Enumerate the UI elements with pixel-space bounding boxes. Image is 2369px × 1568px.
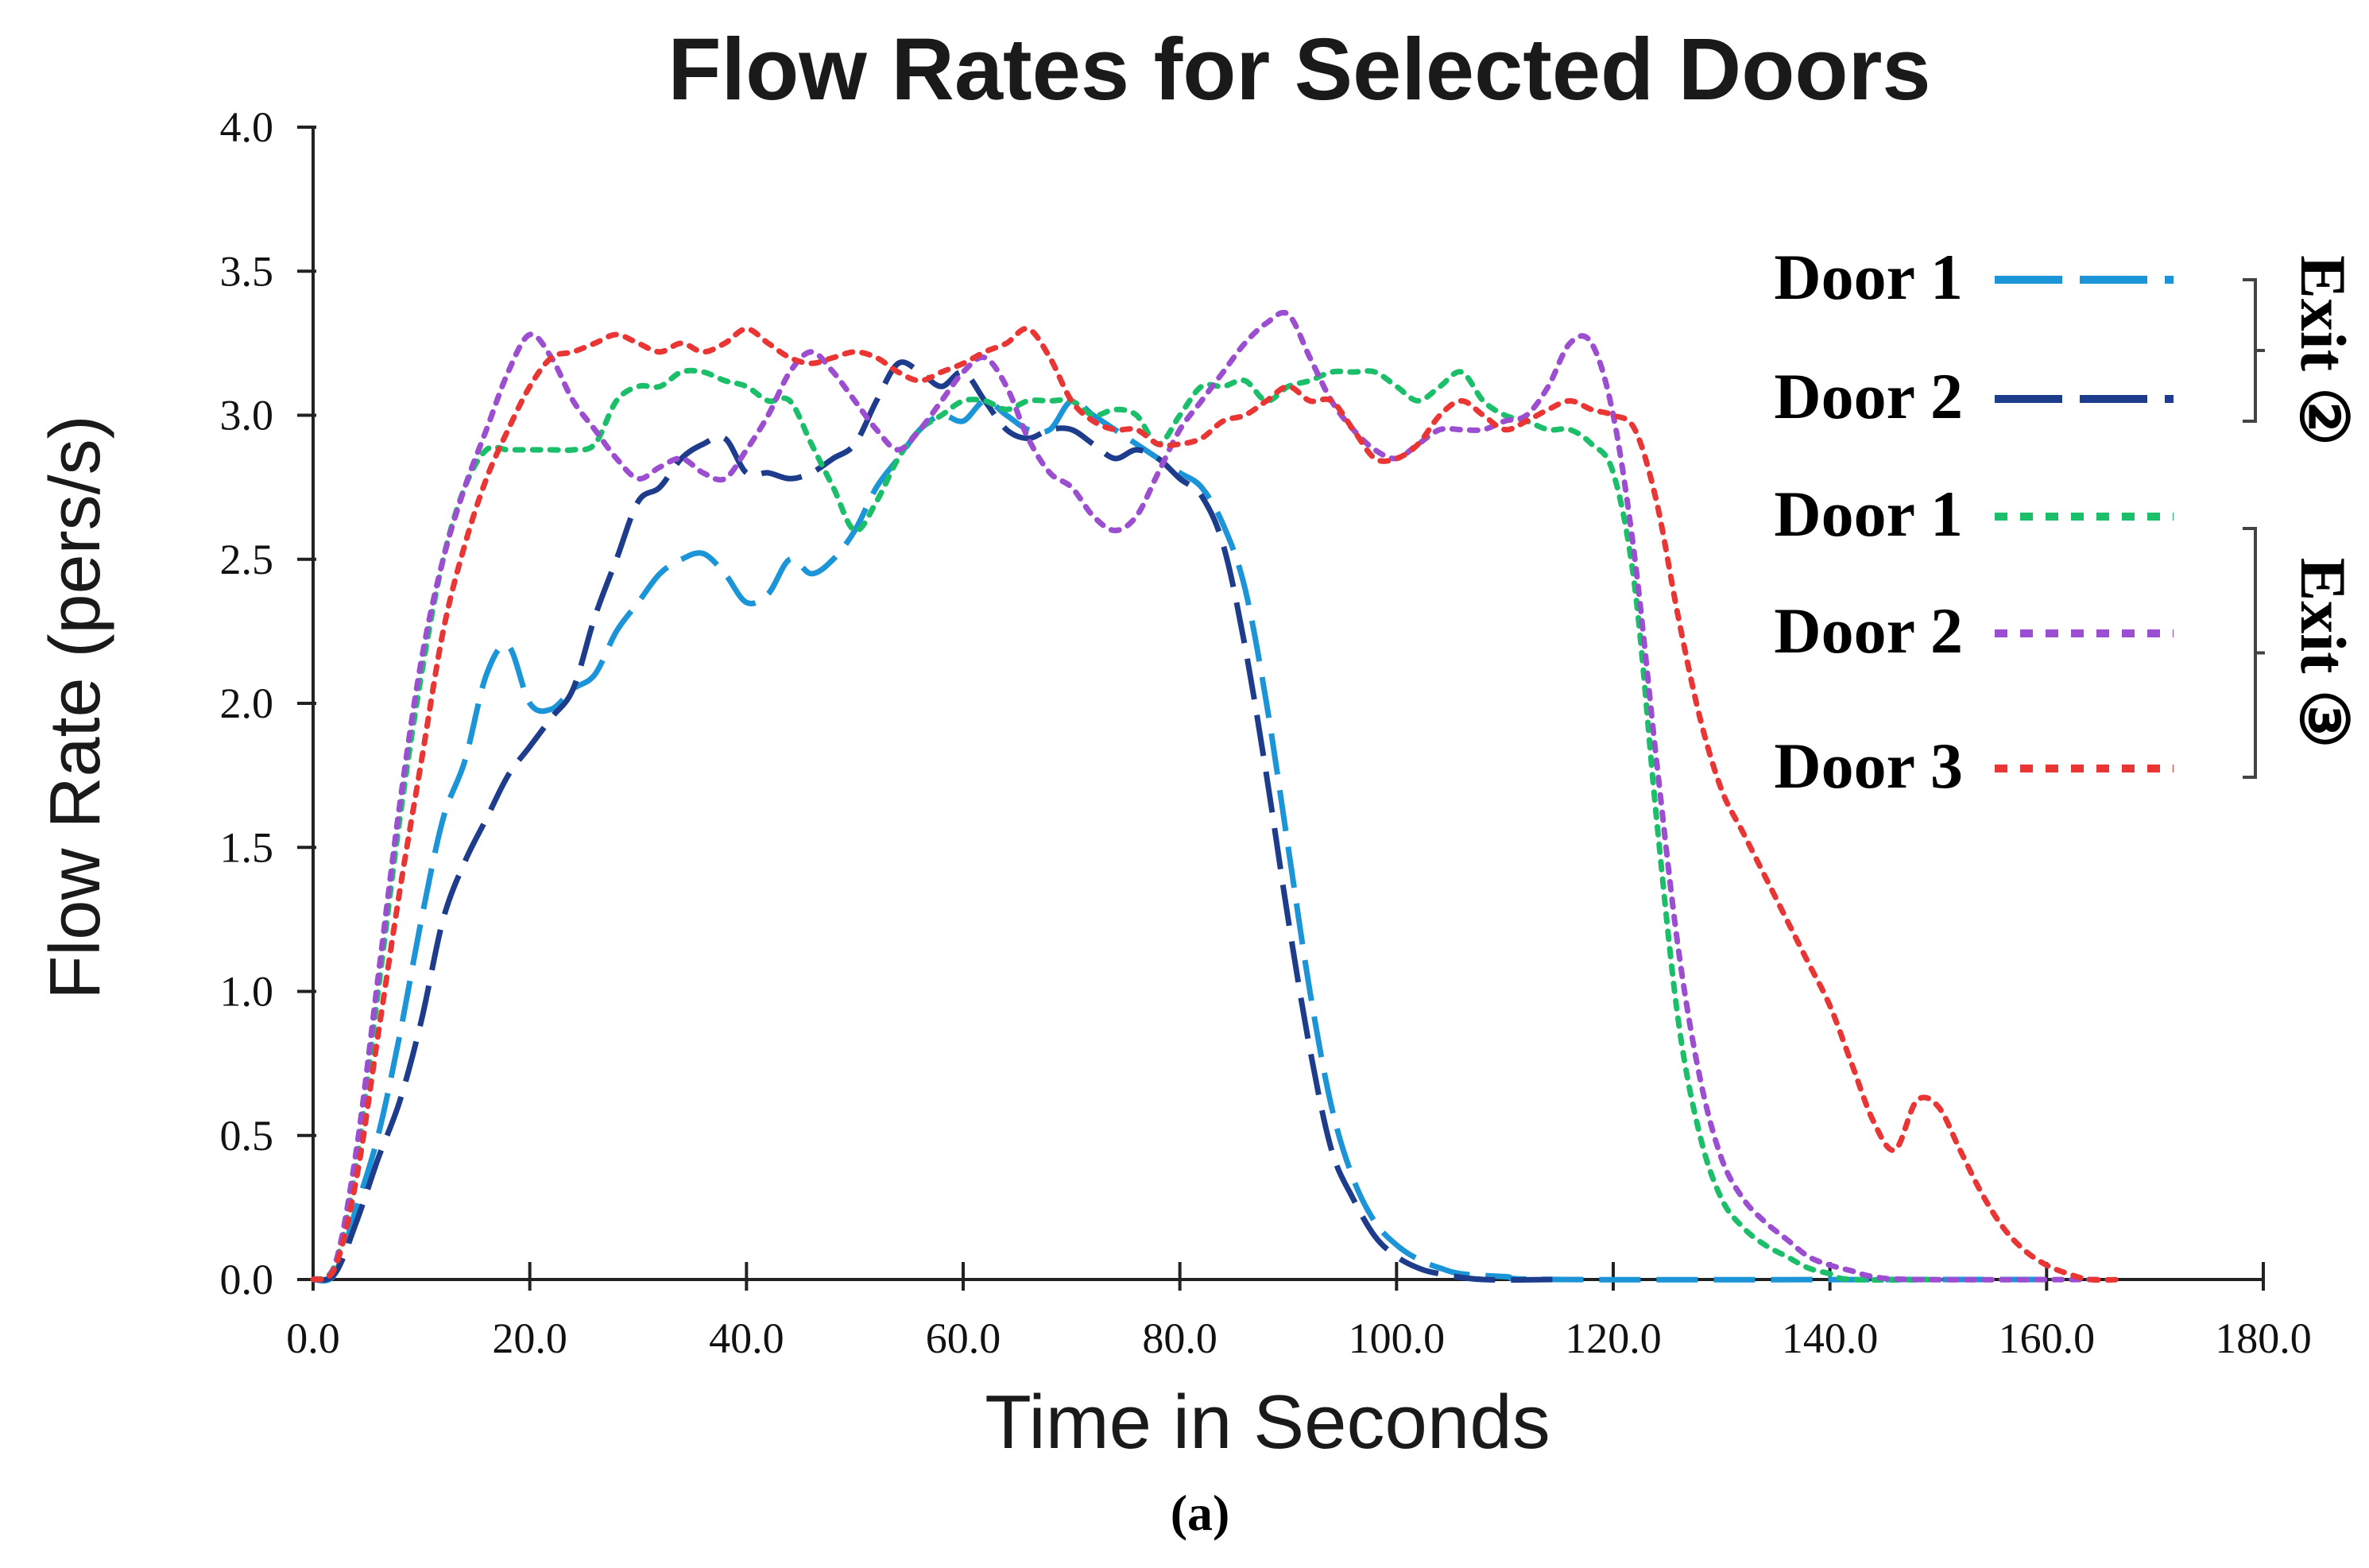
series-layer [310,309,2126,1284]
legend-bracket-1 [2243,278,2265,423]
y-tick-label: 0.5 [220,1112,274,1160]
x-tick-label: 0.0 [286,1314,340,1362]
legend-label-1: Door 1 [1774,241,1963,313]
y-tick-label: 0.0 [220,1256,274,1303]
legend-label-5: Door 3 [1774,730,1963,802]
y-axis-label: Flow Rate (pers/s) [36,415,115,999]
x-tick-label: 180.0 [2215,1314,2312,1362]
y-tick-label: 3.0 [220,392,274,439]
series-line-2 [312,359,1559,1283]
y-tick-label: 2.5 [220,536,274,583]
x-tick-label: 20.0 [492,1314,567,1362]
panel-label: (a) [1171,1485,1230,1541]
x-tick-label: 100.0 [1349,1314,1446,1362]
series-line-3 [310,367,1941,1283]
series-line-1 [312,397,2047,1284]
chart-title: Flow Rates for Selected Doors [668,21,1930,118]
y-tick-label: 2.0 [220,679,274,727]
y-tick-label: 3.5 [220,247,274,295]
x-axis-label: Time in Seconds [985,1380,1550,1465]
x-tick-label: 40.0 [709,1314,784,1362]
x-tick-label: 120.0 [1565,1314,1662,1362]
y-tick-label: 4.0 [220,103,274,151]
legend-group-label-1: Exit ② [2287,255,2359,446]
axes: 0.0 20.0 40.0 60.0 80.0 100.0 120.0 140.0 160.0 1… [220,103,2312,1362]
series-line-4 [310,309,2104,1283]
legend-label-3: Door 1 [1774,478,1963,550]
x-tick-label: 140.0 [1782,1314,1879,1362]
x-tick-label: 160.0 [1999,1314,2096,1362]
legend-label-2: Door 2 [1774,360,1963,432]
y-tick-label: 1.0 [220,968,274,1016]
x-tick-label: 80.0 [1142,1314,1217,1362]
legend-label-4: Door 2 [1774,594,1963,667]
x-tick-label: 60.0 [926,1314,1001,1362]
y-tick-label: 1.5 [220,823,274,871]
series-line-5 [310,326,2126,1283]
legend-group-label-2: Exit ③ [2287,558,2359,749]
legend-bracket-2 [2243,527,2265,779]
legend: Door 1 Door 2 Door 1 Door 2 Door 3 Exit ② Exit… [1774,241,2359,802]
